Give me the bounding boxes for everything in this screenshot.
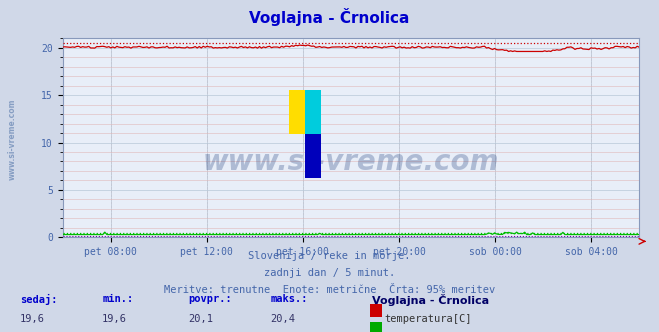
Text: sedaj:: sedaj: [20,294,57,305]
Text: povpr.:: povpr.: [188,294,231,304]
Bar [304,90,321,134]
Text: 20,1: 20,1 [188,314,213,324]
Text: 19,6: 19,6 [20,314,45,324]
Text: temperatura[C]: temperatura[C] [385,314,473,324]
Text: 20,4: 20,4 [270,314,295,324]
Bar [289,90,304,134]
Text: Voglajna - Črnolica: Voglajna - Črnolica [249,8,410,26]
Text: min.:: min.: [102,294,133,304]
Text: 19,6: 19,6 [102,314,127,324]
Bar [304,134,321,178]
Text: www.si-vreme.com: www.si-vreme.com [8,99,17,180]
Text: Meritve: trenutne  Enote: metrične  Črta: 95% meritev: Meritve: trenutne Enote: metrične Črta: … [164,285,495,295]
Text: Voglajna - Črnolica: Voglajna - Črnolica [372,294,490,306]
Text: zadnji dan / 5 minut.: zadnji dan / 5 minut. [264,268,395,278]
Text: Slovenija / reke in morje.: Slovenija / reke in morje. [248,251,411,261]
Text: www.si-vreme.com: www.si-vreme.com [203,148,499,176]
Text: maks.:: maks.: [270,294,308,304]
